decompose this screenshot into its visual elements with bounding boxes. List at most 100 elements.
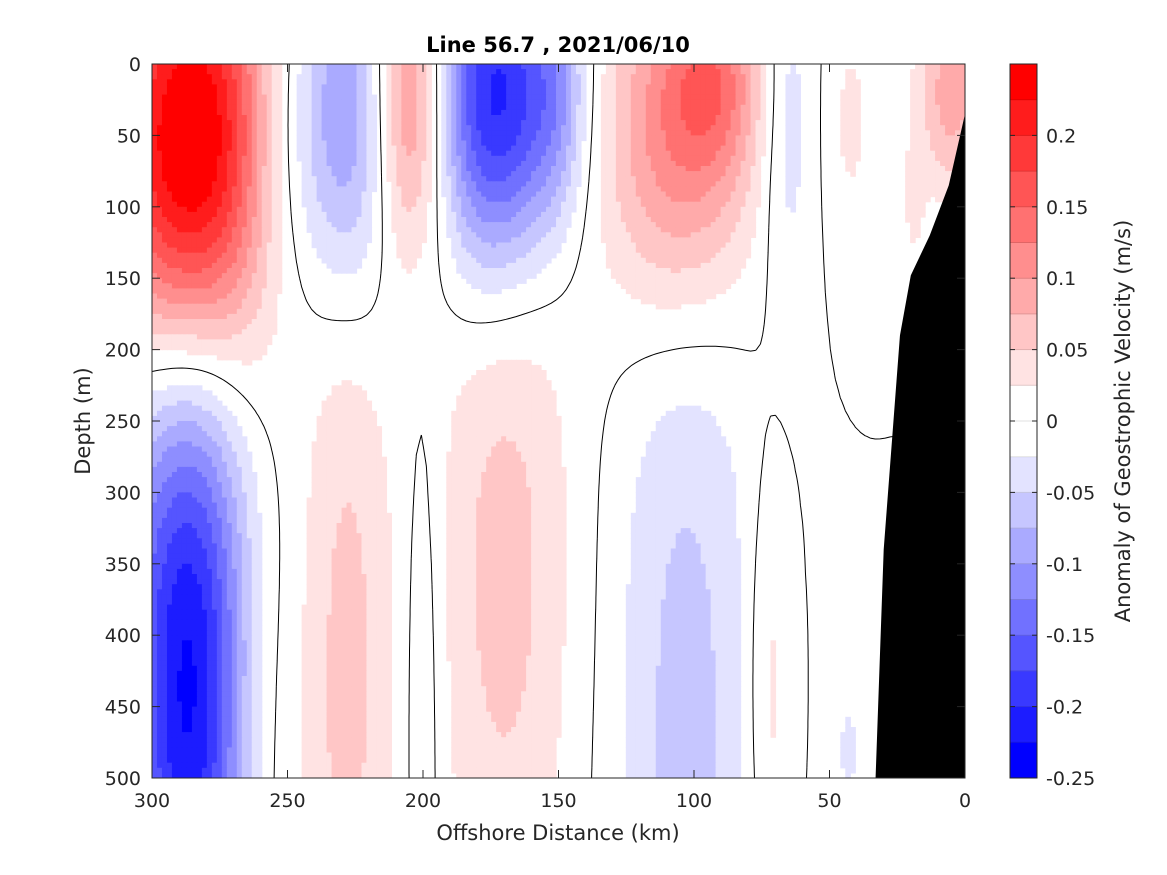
velocity-cell <box>316 242 323 249</box>
velocity-cell <box>341 171 348 177</box>
velocity-cell <box>640 222 647 228</box>
velocity-cell <box>710 84 717 91</box>
velocity-cell <box>451 120 457 126</box>
velocity-cell <box>251 262 258 269</box>
velocity-cell <box>700 181 707 187</box>
velocity-cell <box>476 176 482 182</box>
velocity-cell <box>346 115 353 121</box>
velocity-cell <box>630 211 637 218</box>
velocity-cell <box>411 150 417 157</box>
velocity-cell <box>496 283 502 289</box>
velocity-cell <box>705 79 712 85</box>
velocity-cell <box>371 155 378 162</box>
velocity-cell <box>795 130 802 136</box>
velocity-cell <box>720 64 727 70</box>
velocity-cell <box>391 150 397 157</box>
velocity-cell <box>326 125 333 131</box>
velocity-cell <box>516 64 522 70</box>
velocity-cell <box>605 181 612 187</box>
velocity-cell <box>161 232 168 238</box>
velocity-cell <box>855 155 861 162</box>
velocity-cell <box>421 84 427 91</box>
velocity-cell <box>695 171 702 177</box>
velocity-cell <box>625 191 632 198</box>
velocity-cell <box>241 186 248 193</box>
velocity-cell <box>705 283 712 289</box>
velocity-cell <box>915 115 921 121</box>
velocity-cell <box>476 211 482 218</box>
velocity-cell <box>196 257 203 264</box>
velocity-cell <box>940 155 946 162</box>
velocity-cell <box>705 268 712 274</box>
velocity-cell <box>645 99 652 106</box>
velocity-cell <box>575 94 582 101</box>
velocity-cell <box>276 278 283 284</box>
velocity-cell <box>306 166 313 172</box>
velocity-cell <box>506 74 512 80</box>
velocity-cell <box>486 232 492 238</box>
velocity-cell <box>625 155 632 162</box>
velocity-cell <box>191 120 198 126</box>
velocity-cell <box>730 89 737 96</box>
velocity-cell <box>740 69 747 75</box>
velocity-cell <box>206 99 213 106</box>
velocity-cell <box>226 166 233 172</box>
velocity-cell <box>261 160 268 167</box>
velocity-cell <box>416 247 422 254</box>
velocity-cell <box>481 130 487 136</box>
velocity-cell <box>650 206 657 213</box>
velocity-cell <box>476 140 482 147</box>
velocity-cell <box>605 166 612 172</box>
velocity-cell <box>660 191 667 198</box>
velocity-cell <box>276 186 283 193</box>
velocity-cell <box>246 79 253 85</box>
velocity-cell <box>486 155 492 162</box>
velocity-cell <box>191 176 198 182</box>
velocity-cell <box>336 171 343 177</box>
velocity-cell <box>186 140 193 147</box>
velocity-cell <box>401 201 407 208</box>
velocity-cell <box>580 115 587 121</box>
velocity-cell <box>730 196 737 203</box>
velocity-cell <box>301 79 308 85</box>
velocity-cell <box>161 191 168 198</box>
velocity-cell <box>511 283 517 289</box>
velocity-cell <box>705 150 712 157</box>
velocity-cell <box>496 94 502 101</box>
velocity-cell <box>910 109 916 116</box>
velocity-cell <box>196 206 203 213</box>
velocity-cell <box>366 181 373 187</box>
velocity-cell <box>516 268 522 274</box>
velocity-cell <box>580 99 587 106</box>
velocity-cell <box>735 268 742 274</box>
velocity-cell <box>531 155 537 162</box>
velocity-cell <box>715 79 722 85</box>
velocity-cell <box>441 89 447 96</box>
velocity-cell <box>565 171 572 177</box>
velocity-cell <box>615 104 622 111</box>
velocity-cell <box>625 99 632 106</box>
velocity-cell <box>750 130 757 136</box>
velocity-cell <box>461 186 467 193</box>
velocity-cell <box>536 176 542 182</box>
velocity-cell <box>620 69 627 75</box>
velocity-cell <box>605 84 612 91</box>
velocity-cell <box>675 166 682 172</box>
velocity-cell <box>466 273 472 279</box>
velocity-cell <box>526 273 532 279</box>
velocity-cell <box>570 69 577 75</box>
velocity-cell <box>541 211 547 218</box>
velocity-cell <box>521 115 527 121</box>
velocity-cell <box>501 262 507 269</box>
velocity-cell <box>221 155 228 162</box>
velocity-cell <box>501 135 507 142</box>
velocity-cell <box>326 262 333 269</box>
velocity-cell <box>446 186 452 193</box>
velocity-cell <box>211 140 218 147</box>
velocity-cell <box>171 176 178 182</box>
velocity-cell <box>840 109 846 116</box>
velocity-cell <box>256 181 263 187</box>
velocity-cell <box>221 181 228 187</box>
velocity-cell <box>630 217 637 223</box>
velocity-cell <box>625 89 632 96</box>
